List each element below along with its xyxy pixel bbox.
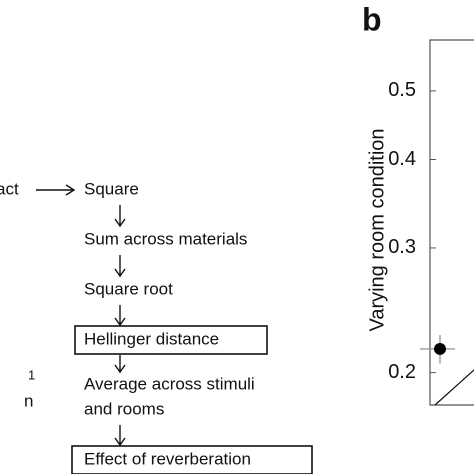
panel-label: b [362, 1, 382, 37]
box [71, 445, 313, 474]
arrow [114, 255, 126, 278]
step: Square root [84, 279, 173, 298]
step-box: Hellinger distance [84, 329, 219, 348]
arrow [36, 184, 76, 196]
step: and rooms [84, 399, 164, 418]
step: Average across stimuli [84, 374, 255, 393]
y-tick-label: 0.5 [388, 79, 416, 101]
input-fragment: act [0, 179, 19, 198]
plot-frame [429, 39, 474, 406]
y-tick-label: 0.2 [388, 361, 416, 383]
identity-line [434, 369, 474, 406]
y-tick-label: 0.4 [388, 148, 416, 170]
y-axis-label: Varying room condition [366, 128, 388, 331]
step-box: Effect of reverberation [84, 449, 251, 468]
step: Square [84, 179, 139, 198]
y-tick-label: 0.3 [388, 236, 416, 258]
step: Sum across materials [84, 229, 247, 248]
chart: b Varying room condition 0.2 0.3 0.4 0.5 [362, 1, 474, 406]
flowchart: act Square Sum across materials Square r… [0, 179, 313, 474]
side-fragment: n [24, 391, 33, 410]
box [74, 325, 268, 355]
arrow [114, 205, 126, 228]
arrow [114, 305, 126, 327]
point [434, 342, 446, 355]
arrow [114, 355, 126, 374]
side-fragment: 1 [28, 367, 35, 382]
arrow [114, 425, 126, 447]
